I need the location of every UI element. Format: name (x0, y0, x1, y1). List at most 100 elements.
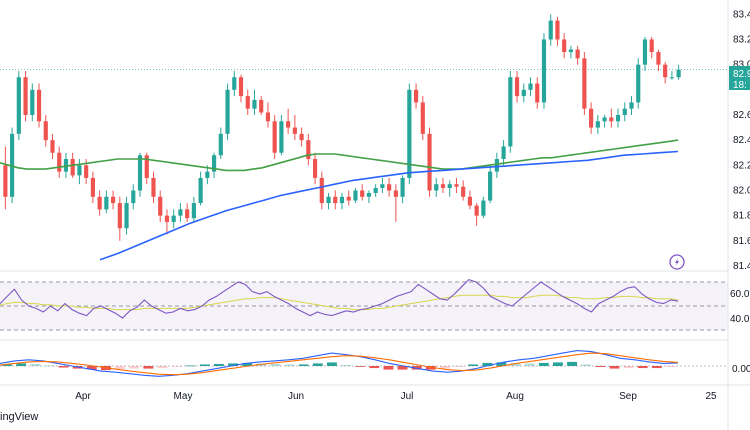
candle-body (615, 114, 621, 122)
macd-pane[interactable] (0, 350, 728, 377)
tradingview-brand[interactable]: ingView (0, 411, 39, 423)
macd-histogram-bar (115, 366, 126, 370)
candle-body (447, 184, 452, 188)
price-tick: 83.2 (733, 34, 750, 45)
candle-body (312, 159, 318, 178)
candle-body (131, 190, 136, 204)
candle-body (548, 20, 553, 40)
candle-body (319, 177, 324, 204)
candle-body (259, 99, 264, 113)
time-tick: Aug (506, 391, 524, 402)
time-tick: Jul (401, 391, 414, 402)
macd-histogram-bar (637, 366, 648, 369)
time-tick: 25 (705, 391, 717, 402)
candle-body (427, 133, 432, 191)
macd-histogram-bar (185, 365, 196, 367)
price-axis[interactable]: 83.4 83.2 83.0 82.6 82.4 82.2 82.0 81.8 81.6 81.4 (733, 9, 750, 272)
macd-histogram-bar (383, 366, 394, 370)
candle-body (245, 96, 250, 109)
candle-body (252, 99, 257, 109)
price-tick: 82.6 (733, 110, 750, 121)
macd-histogram-bar (355, 366, 366, 367)
candle-body (63, 159, 69, 172)
candle-body (90, 177, 95, 197)
candle-body (642, 39, 648, 65)
candle-body (16, 77, 21, 134)
rsi-pane[interactable] (0, 278, 728, 331)
macd-histogram-bar (157, 366, 168, 369)
main-price-pane[interactable] (0, 14, 728, 261)
candle-body (171, 215, 176, 222)
candle-body (211, 155, 217, 172)
price-tick: 82.2 (733, 160, 750, 171)
macd-histogram-bar (86, 366, 97, 370)
candle-body (333, 196, 338, 204)
price-tick: 81.4 (733, 261, 750, 272)
candle-body (225, 89, 230, 134)
candle-body (326, 196, 331, 204)
candle-body (158, 196, 163, 216)
macd-histogram-bar (651, 366, 662, 369)
candle-body (191, 203, 196, 219)
candle-body (521, 89, 526, 97)
candle-body (656, 52, 661, 65)
candle-body (575, 49, 580, 59)
time-tick: May (174, 391, 193, 402)
macd-histogram-bar (397, 366, 408, 370)
candle-body (144, 155, 149, 178)
candle-body (36, 89, 42, 122)
candle-body (70, 159, 75, 176)
macd-histogram-bar (242, 362, 253, 366)
time-tick: Sep (619, 391, 637, 402)
candle-body (602, 117, 607, 122)
candle-body (676, 69, 681, 78)
candle-body (286, 121, 291, 128)
candle-body (346, 196, 351, 201)
candle-body (461, 186, 466, 197)
time-tick: Jun (288, 391, 304, 402)
macd-histogram-bar (369, 366, 380, 369)
macd-histogram-bar (2, 364, 13, 366)
macd-histogram-bar (496, 362, 507, 366)
candle-body (555, 20, 560, 40)
candle-body (413, 89, 419, 103)
candle-body (50, 140, 55, 153)
macd-histogram-bar (312, 363, 323, 366)
candle-body (360, 190, 365, 197)
candle-body (185, 209, 190, 219)
candle-body (84, 165, 89, 178)
candle-body (609, 117, 614, 122)
macd-histogram-bar (468, 364, 479, 366)
candle-body (508, 77, 513, 147)
candle-body (57, 152, 62, 172)
candle-body (97, 196, 102, 210)
candle-body (373, 187, 378, 194)
candle-body (272, 121, 277, 153)
macd-histogram-bar (171, 366, 182, 367)
lightning-icon[interactable] (669, 254, 685, 270)
signal-line (0, 352, 679, 376)
candle-body (528, 83, 533, 90)
candle-body (23, 77, 28, 115)
macd-histogram-bar (454, 366, 465, 367)
macd-histogram-bar (284, 364, 295, 366)
price-tag-countdown: 18: (733, 80, 747, 91)
macd-histogram-bar (298, 364, 309, 366)
candle-body (663, 64, 668, 78)
price-tick: 83.0 (733, 60, 750, 71)
candle-body (232, 77, 237, 90)
macd-histogram-bar (581, 364, 592, 366)
macd-histogram-bar (623, 366, 634, 369)
time-axis[interactable]: Apr May Jun Jul Aug Sep 25 (75, 391, 717, 402)
macd-histogram-bar (228, 363, 239, 366)
candle-body (178, 209, 183, 216)
candle-body (535, 83, 540, 103)
macd-histogram-bar (524, 363, 535, 366)
candle-body (3, 165, 8, 197)
time-tick: Apr (75, 391, 91, 402)
candle-body (151, 177, 156, 197)
candle-body (494, 159, 499, 172)
macd-histogram-bar (609, 366, 620, 369)
price-tick: 81.8 (733, 211, 750, 222)
